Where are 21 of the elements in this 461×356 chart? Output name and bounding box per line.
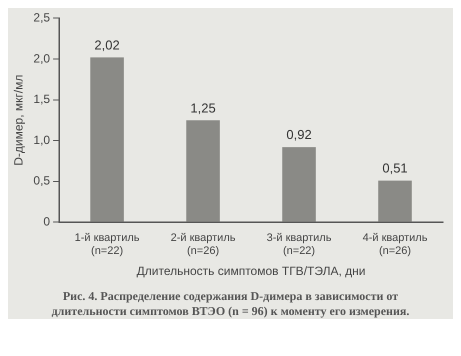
x-tick-label: 3-й квартиль (n=22) bbox=[266, 232, 332, 258]
data-label: 1,25 bbox=[190, 100, 216, 116]
data-label: 0,51 bbox=[382, 160, 408, 176]
text: Рис. 4. Распределение содержания D-димера в зависимости от длительности симптомов ВТЭО (n = 96) к моменту его измерения. bbox=[50, 288, 410, 319]
y-tick-label: 1,0 bbox=[33, 132, 50, 147]
bar bbox=[186, 120, 220, 222]
data-label: 2,02 bbox=[94, 37, 120, 52]
y-tick-label: 0 bbox=[43, 214, 50, 229]
y-tick-label: 0,5 bbox=[33, 174, 50, 188]
x-tick-label: 1-й квартиль (n=22) bbox=[74, 232, 140, 258]
data-label: 0,92 bbox=[286, 127, 312, 142]
bar bbox=[378, 180, 412, 222]
x-axis-title: Длительность симптомов ТГВ/ТЭЛА, дни bbox=[136, 264, 366, 278]
y-tick-label: 2,5 bbox=[33, 10, 50, 25]
x-tick-label: 2-й квартиль (n=26) bbox=[170, 232, 236, 258]
y-axis-title: D-димер, мкг/мл bbox=[12, 74, 26, 166]
y-tick-label: 2,0 bbox=[33, 51, 50, 66]
bar bbox=[282, 147, 316, 222]
bar bbox=[90, 57, 124, 222]
x-tick-label: 4-й квартиль (n=26) bbox=[362, 232, 428, 258]
y-tick-label: 1,5 bbox=[33, 92, 50, 106]
